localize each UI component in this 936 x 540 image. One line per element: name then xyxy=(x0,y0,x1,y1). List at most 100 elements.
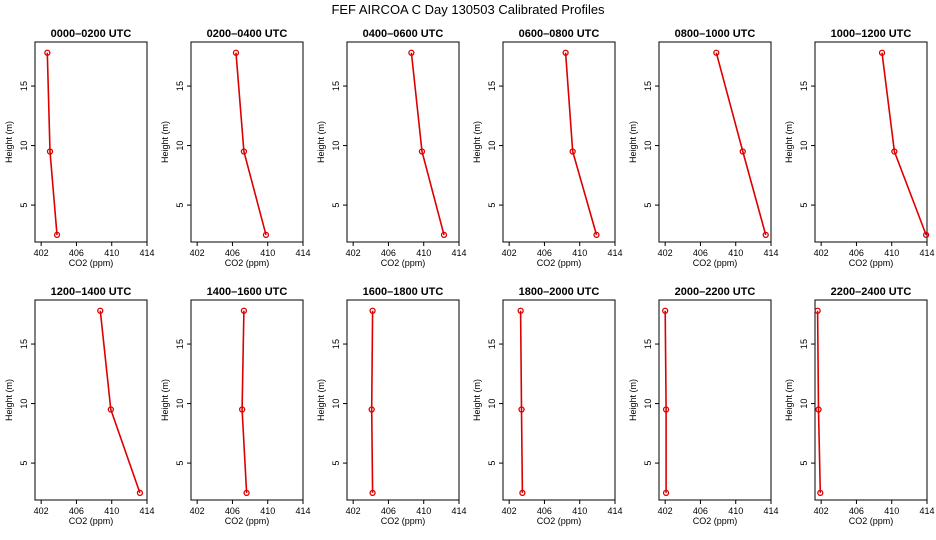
profile-point xyxy=(262,231,270,239)
x-tick-label: 414 xyxy=(451,248,466,258)
profile-point xyxy=(107,406,114,413)
y-tick-label: 10 xyxy=(643,399,653,409)
profile-panel: 1800–2000 UTC 402 406 410 414 5 10 15 CO2 (ppm) H… xyxy=(472,286,623,526)
x-tick-label: 414 xyxy=(295,506,310,516)
y-tick-label: 10 xyxy=(487,399,497,409)
panel-title: 2000–2200 UTC xyxy=(675,286,756,298)
y-axis-label: Height (m) xyxy=(472,379,482,421)
profile-point xyxy=(814,307,821,314)
profile-line xyxy=(235,52,267,236)
x-tick-label: 414 xyxy=(139,506,154,516)
plot-frame xyxy=(502,41,616,243)
profile-panel: 0600–0800 UTC 402 406 410 414 5 10 15 CO2 (ppm) H… xyxy=(472,28,623,268)
profile-point xyxy=(593,231,600,239)
y-tick-label: 5 xyxy=(331,203,341,208)
x-tick-label: 410 xyxy=(104,248,119,258)
x-tick-label: 414 xyxy=(763,248,778,258)
profile-panel: 0800–1000 UTC 402 406 410 414 5 10 15 CO2 (ppm) H… xyxy=(628,28,779,268)
x-tick-label: 414 xyxy=(763,506,778,516)
profile-point xyxy=(517,307,524,314)
plot-frame xyxy=(34,299,148,501)
plot-frame xyxy=(814,41,928,243)
x-tick-label: 410 xyxy=(884,248,899,258)
profile-point xyxy=(922,231,930,239)
panel-title: 0800–1000 UTC xyxy=(675,28,756,40)
profile-point xyxy=(243,489,250,497)
x-tick-label: 406 xyxy=(693,506,708,516)
y-tick-label: 15 xyxy=(799,81,809,91)
y-tick-label: 15 xyxy=(331,81,341,91)
profile-line xyxy=(816,310,822,493)
panel-title: 0000–0200 UTC xyxy=(51,28,132,40)
x-tick-label: 406 xyxy=(69,248,84,258)
x-tick-label: 406 xyxy=(537,248,552,258)
x-tick-label: 402 xyxy=(814,248,829,258)
y-tick-label: 10 xyxy=(175,399,185,409)
plot-frame xyxy=(658,41,772,243)
x-axis-label: CO2 (ppm) xyxy=(69,258,114,268)
y-tick-label: 10 xyxy=(643,141,653,151)
profile-point xyxy=(815,406,822,413)
profile-line xyxy=(410,52,445,236)
profile-line xyxy=(715,52,767,236)
profile-point xyxy=(369,489,376,497)
y-tick-label: 15 xyxy=(175,81,185,91)
y-axis-label: Height (m) xyxy=(316,121,326,163)
profile-panel: 0000–0200 UTC 402 406 410 414 5 10 15 CO2 (ppm) H… xyxy=(4,28,155,268)
profile-point xyxy=(662,489,670,497)
profile-point xyxy=(136,489,144,497)
y-tick-label: 10 xyxy=(799,141,809,151)
x-tick-label: 402 xyxy=(346,506,361,516)
x-axis-label: CO2 (ppm) xyxy=(537,258,582,268)
x-axis-label: CO2 (ppm) xyxy=(693,258,738,268)
profile-panel: 1000–1200 UTC 402 406 410 414 5 10 15 CO2 (ppm) H… xyxy=(784,28,935,268)
y-tick-label: 5 xyxy=(487,461,497,466)
profile-point xyxy=(368,406,375,413)
profile-point xyxy=(817,489,824,497)
profile-point xyxy=(739,148,746,155)
x-tick-label: 406 xyxy=(537,506,552,516)
y-axis-label: Height (m) xyxy=(4,379,14,421)
panel-title: 0400–0600 UTC xyxy=(363,28,444,40)
profile-line xyxy=(564,52,598,236)
y-tick-label: 5 xyxy=(175,203,185,208)
y-tick-label: 5 xyxy=(799,461,809,466)
profile-panel: 1200–1400 UTC 402 406 410 414 5 10 15 CO2 (ppm) H… xyxy=(4,286,155,526)
y-tick-label: 5 xyxy=(643,203,653,208)
x-tick-label: 410 xyxy=(416,248,431,258)
y-tick-label: 15 xyxy=(175,339,185,349)
x-tick-label: 414 xyxy=(919,248,934,258)
y-axis-label: Height (m) xyxy=(472,121,482,163)
profile-point xyxy=(562,49,569,56)
profile-point xyxy=(238,406,246,413)
y-tick-label: 10 xyxy=(331,141,341,151)
y-tick-label: 15 xyxy=(643,81,653,91)
x-tick-label: 414 xyxy=(919,506,934,516)
x-tick-label: 406 xyxy=(849,506,864,516)
x-axis-label: CO2 (ppm) xyxy=(225,516,270,526)
profile-line xyxy=(370,310,374,493)
plot-frame xyxy=(658,299,772,501)
y-tick-label: 5 xyxy=(19,203,29,208)
profile-point xyxy=(53,231,61,239)
profile-point xyxy=(569,148,576,155)
y-tick-label: 10 xyxy=(331,399,341,409)
x-tick-label: 402 xyxy=(34,506,49,516)
panel-title: 1000–1200 UTC xyxy=(831,28,912,40)
profile-panel: 1600–1800 UTC 402 406 410 414 5 10 15 CO2 (ppm) H… xyxy=(316,286,467,526)
y-tick-label: 5 xyxy=(799,203,809,208)
profile-point xyxy=(369,307,376,314)
profile-panel: 2200–2400 UTC 402 406 410 414 5 10 15 CO2 (ppm) H… xyxy=(784,286,935,526)
x-tick-label: 406 xyxy=(381,248,396,258)
x-tick-label: 402 xyxy=(658,506,673,516)
profile-point xyxy=(519,489,526,497)
x-axis-label: CO2 (ppm) xyxy=(849,258,894,268)
profile-line xyxy=(519,310,524,493)
x-tick-label: 410 xyxy=(416,506,431,516)
profile-line xyxy=(241,310,248,493)
x-tick-label: 410 xyxy=(260,248,275,258)
x-axis-label: CO2 (ppm) xyxy=(693,516,738,526)
plot-frame xyxy=(190,299,304,501)
profile-panel: 2000–2200 UTC 402 406 410 414 5 10 15 CO2 (ppm) H… xyxy=(628,286,779,526)
